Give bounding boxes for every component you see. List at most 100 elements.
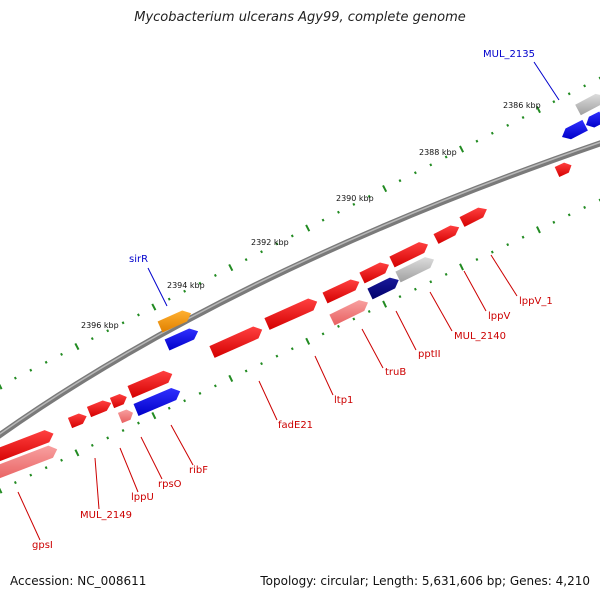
tick-mark — [121, 428, 125, 433]
leader-MUL_2149 — [94, 457, 100, 510]
gene-label-lppV: lppV — [488, 311, 510, 322]
gene-label-truB: truB — [385, 367, 406, 378]
tick-mark — [137, 421, 140, 425]
tick-mark — [475, 139, 479, 143]
tick-mark — [74, 342, 80, 351]
tick-mark — [552, 220, 556, 224]
gene-label-fadE21: fadE21 — [278, 420, 313, 431]
gene-rpsO-pink — [117, 409, 133, 424]
tick-mark — [90, 443, 94, 447]
gene-truB — [322, 279, 360, 304]
tick-mark — [552, 100, 556, 104]
tick-mark — [398, 295, 402, 299]
gene-label-MUL_2140: MUL_2140 — [454, 331, 506, 342]
gene-label-sirR: sirR — [129, 254, 148, 265]
tick-mark — [536, 226, 541, 234]
tick-mark — [521, 115, 525, 120]
tick-mark — [60, 458, 63, 462]
gene-label-MUL_2149: MUL_2149 — [80, 510, 132, 521]
tick-mark — [151, 303, 157, 311]
tick-mark — [183, 289, 187, 293]
gene-gpsI-pink — [0, 445, 58, 479]
tick-mark — [398, 179, 402, 183]
leader-ltp1 — [314, 355, 334, 396]
gene-label-lppU: lppU — [131, 492, 154, 503]
tick-mark — [321, 218, 325, 222]
tick-mark — [198, 281, 202, 285]
tick-mark — [13, 481, 17, 485]
gene-label-ltp1: ltp1 — [334, 395, 353, 406]
tick-mark — [151, 412, 157, 420]
tick-mark — [44, 466, 48, 470]
tick-mark — [367, 310, 371, 314]
tick-mark — [0, 487, 3, 494]
gene-ltp1 — [264, 298, 318, 330]
tick-mark — [228, 374, 234, 383]
tick-mark — [337, 210, 340, 214]
leader-pptII — [395, 310, 417, 351]
tick-mark — [567, 213, 571, 217]
leader-ribF — [170, 424, 194, 466]
gene-label-pptII: pptII — [418, 349, 441, 360]
tick-mark — [121, 321, 125, 325]
gene-rpsO — [109, 394, 127, 409]
tick-mark — [29, 368, 33, 372]
gene-pptII-navy — [367, 277, 399, 300]
gene-label-MUL_2135: MUL_2135 — [483, 49, 535, 60]
tick-mark — [106, 436, 110, 440]
leader-lppV_1 — [490, 254, 518, 297]
tick-mark — [444, 155, 448, 159]
gene-fadE21 — [209, 326, 263, 358]
genome-backbone — [0, 140, 600, 439]
tick-mark — [275, 354, 279, 358]
gene-lppV — [433, 225, 460, 244]
tick-mark — [444, 272, 448, 276]
tick-mark — [290, 234, 294, 238]
scale-label: 2394 kbp — [167, 281, 205, 290]
map-title: Mycobacterium ulcerans Agy99, complete g… — [134, 10, 466, 25]
leader-fadE21 — [258, 380, 278, 421]
leader-gpsI — [17, 491, 41, 541]
scale-label: 2396 kbp — [81, 321, 119, 330]
tick-mark — [90, 337, 94, 341]
leader-sirR — [147, 267, 168, 307]
tick-mark — [305, 224, 311, 232]
gene-blue-upper — [562, 119, 588, 140]
tick-mark — [475, 257, 479, 262]
gene-MUL_2149 — [67, 413, 87, 429]
gene-features — [0, 93, 600, 479]
tick-mark — [413, 171, 417, 175]
tick-mark — [0, 383, 3, 390]
tick-mark — [290, 347, 294, 351]
tick-mark — [74, 449, 80, 457]
leader-lppV — [463, 270, 487, 312]
tick-mark — [244, 369, 248, 373]
gene-ribF — [127, 370, 173, 398]
tick-mark — [60, 352, 63, 356]
tick-mark — [490, 250, 494, 254]
tick-mark — [167, 297, 171, 301]
tick-marks — [0, 76, 600, 494]
gene-MUL_2135-upper — [575, 93, 600, 116]
gene-lppV_1 — [459, 207, 487, 227]
tick-mark — [429, 163, 433, 167]
tick-mark — [382, 184, 388, 193]
tick-mark — [337, 324, 340, 328]
tick-mark — [490, 131, 494, 135]
tick-mark — [137, 313, 140, 317]
gene-label-lppV_1: lppV_1 — [519, 296, 553, 307]
gene-label-ribF: ribF — [189, 465, 208, 476]
tick-mark — [567, 92, 571, 96]
leader-MUL_2140 — [429, 291, 453, 332]
tick-mark — [13, 376, 17, 380]
gene-lppU — [86, 400, 112, 418]
scale-label: 2392 kbp — [251, 238, 289, 247]
tick-mark — [506, 123, 510, 127]
tick-mark — [367, 194, 371, 198]
genome-backbone-highlight — [0, 141, 600, 435]
tick-mark — [583, 205, 587, 209]
tick-mark — [213, 384, 217, 388]
tick-mark — [275, 242, 279, 246]
